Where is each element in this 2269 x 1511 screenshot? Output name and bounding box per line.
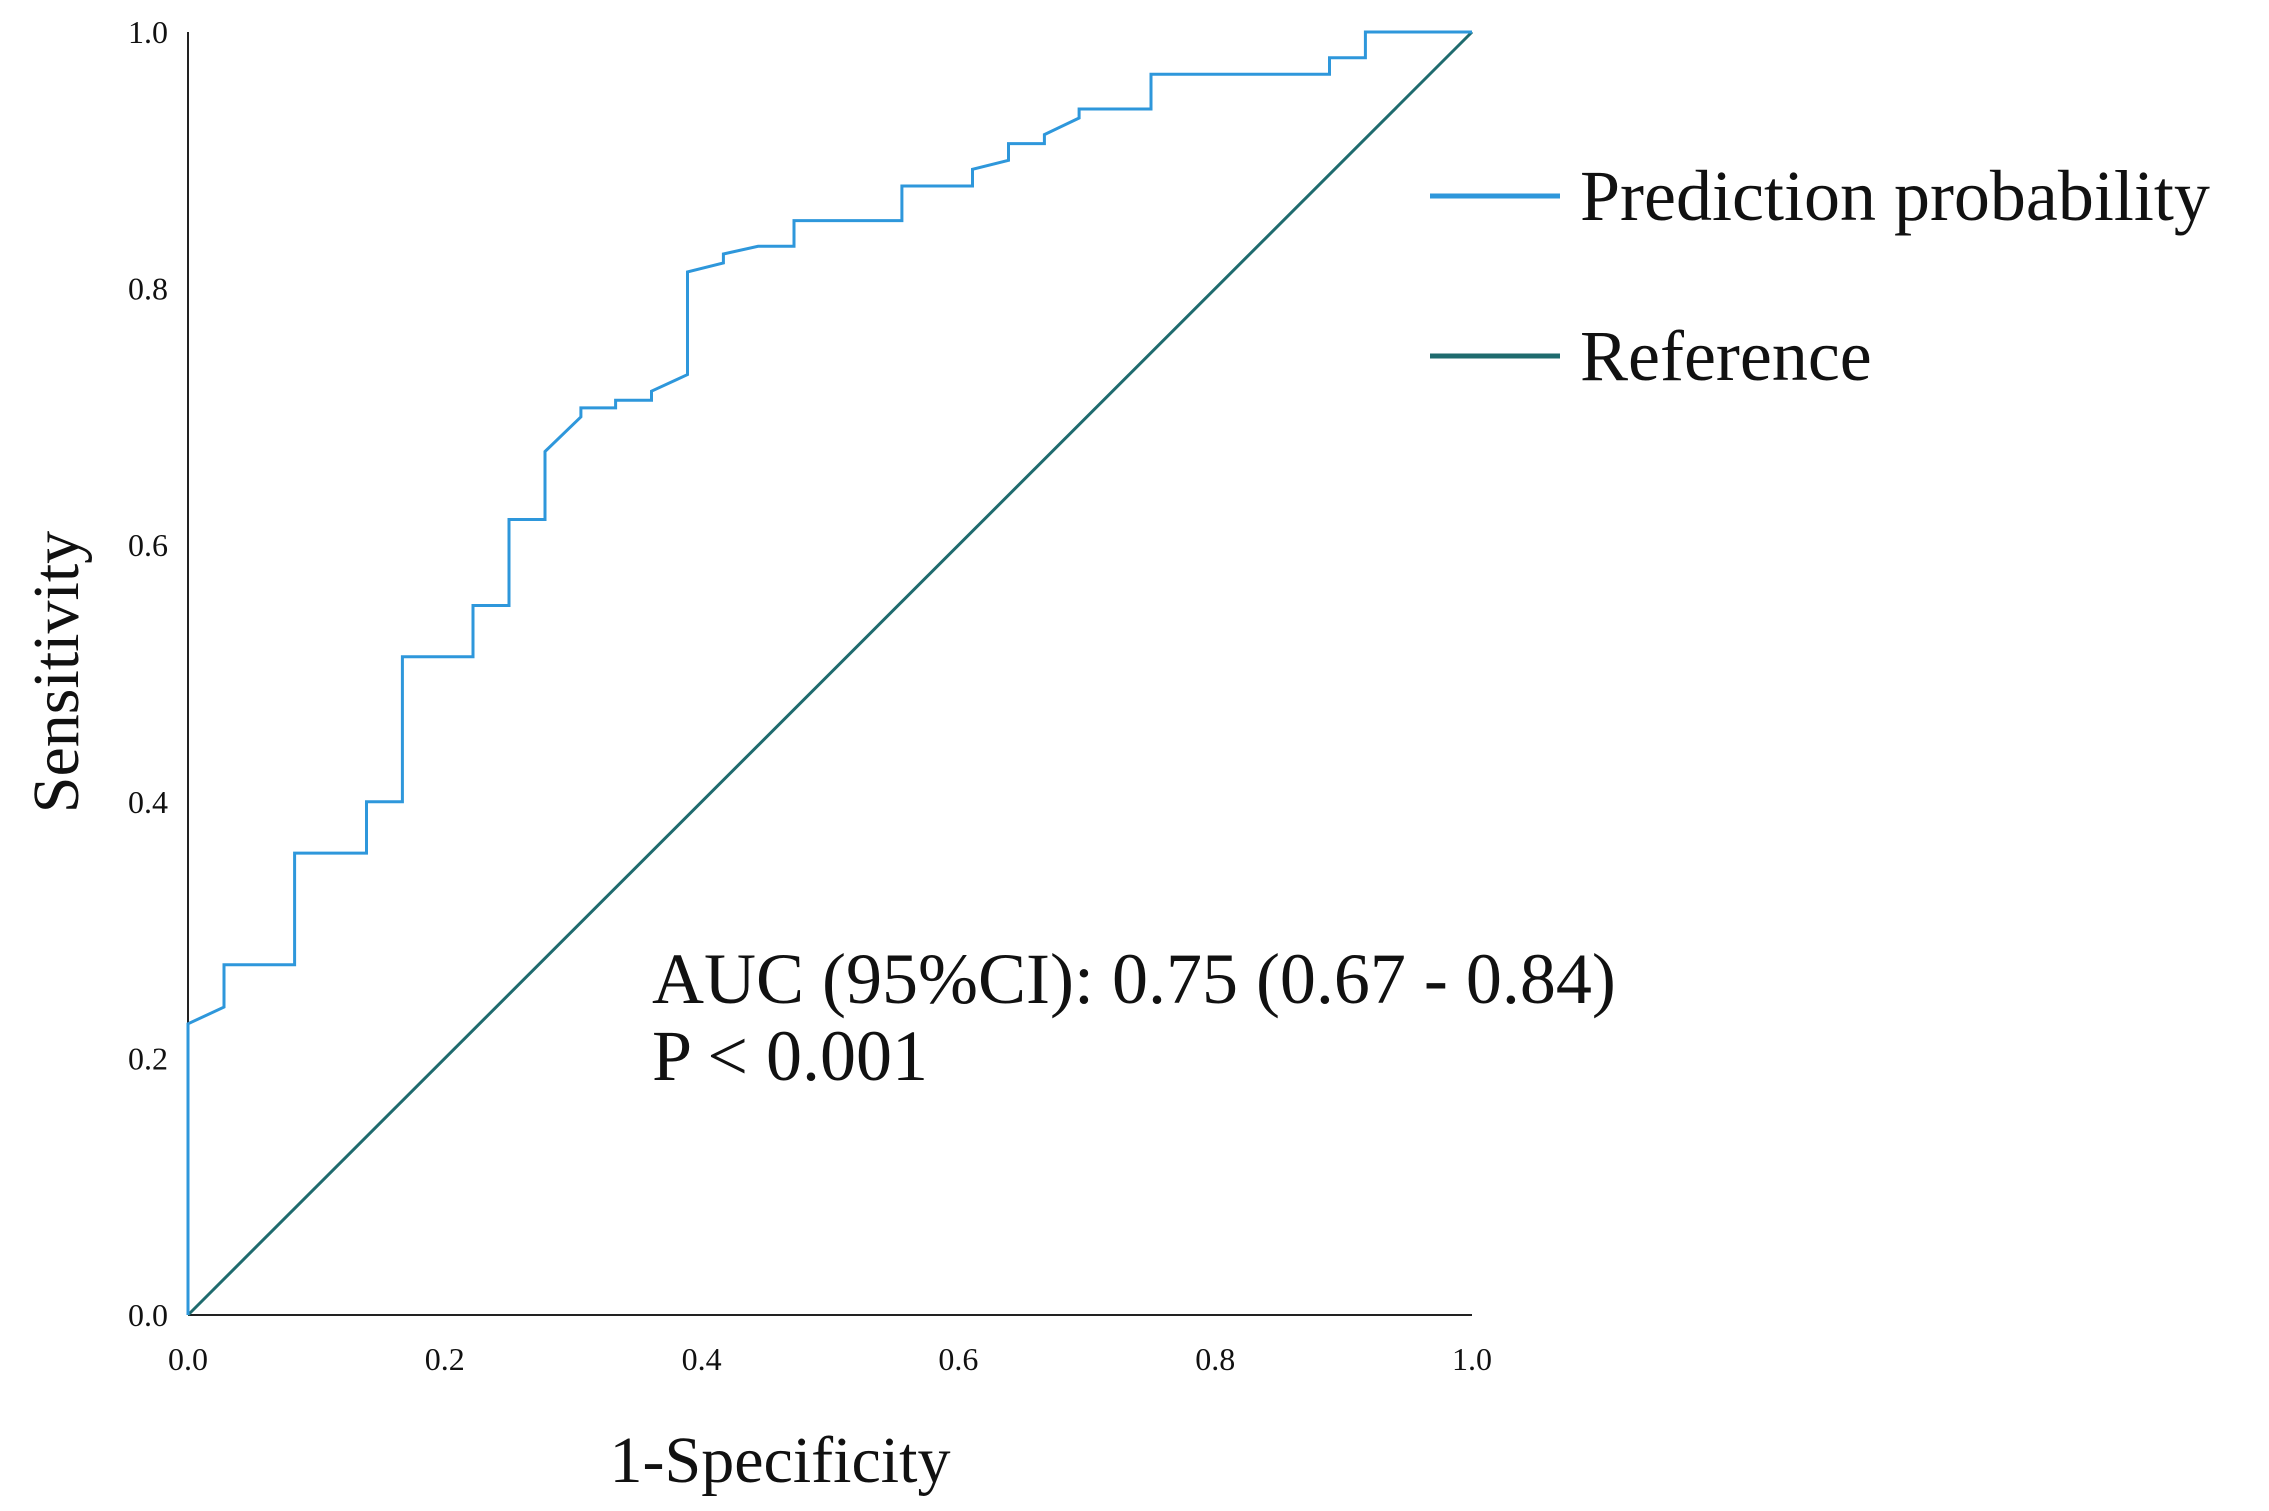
y-tick-label: 0.8 [128,271,168,307]
roc-curve-line [186,30,1472,1315]
y-tick-label: 1.0 [128,14,168,50]
x-tick-label: 0.4 [682,1341,722,1377]
y-axis-title: Sensitivity [20,531,93,813]
legend-label-prediction: Prediction probability [1580,156,2210,236]
x-tick-label: 1.0 [1452,1341,1492,1377]
x-tick-label: 0.0 [168,1341,208,1377]
auc-annotation: AUC (95%CI): 0.75 (0.67 - 0.84) [652,939,1616,1019]
x-axis-title: 1-Specificity [610,1424,951,1497]
y-tick-label: 0.6 [128,527,168,563]
legend-label-reference: Reference [1580,316,1872,396]
x-tick-label: 0.6 [938,1341,978,1377]
x-tick-label: 0.8 [1195,1341,1235,1377]
y-tick-label: 0.0 [128,1297,168,1333]
p-value-annotation: P < 0.001 [652,1016,928,1096]
reference-diagonal-line [186,30,1474,1317]
y-tick-label: 0.4 [128,784,168,820]
legend: Prediction probability Reference [1430,156,2210,396]
x-tick-label: 0.2 [425,1341,465,1377]
series-layer [186,30,1474,1317]
y-tick-label: 0.2 [128,1040,168,1076]
axes-layer: 0.0 0.2 0.4 0.6 0.8 1.0 0.0 0.2 0.4 0.6 0.8 1.0 [128,14,1492,1377]
